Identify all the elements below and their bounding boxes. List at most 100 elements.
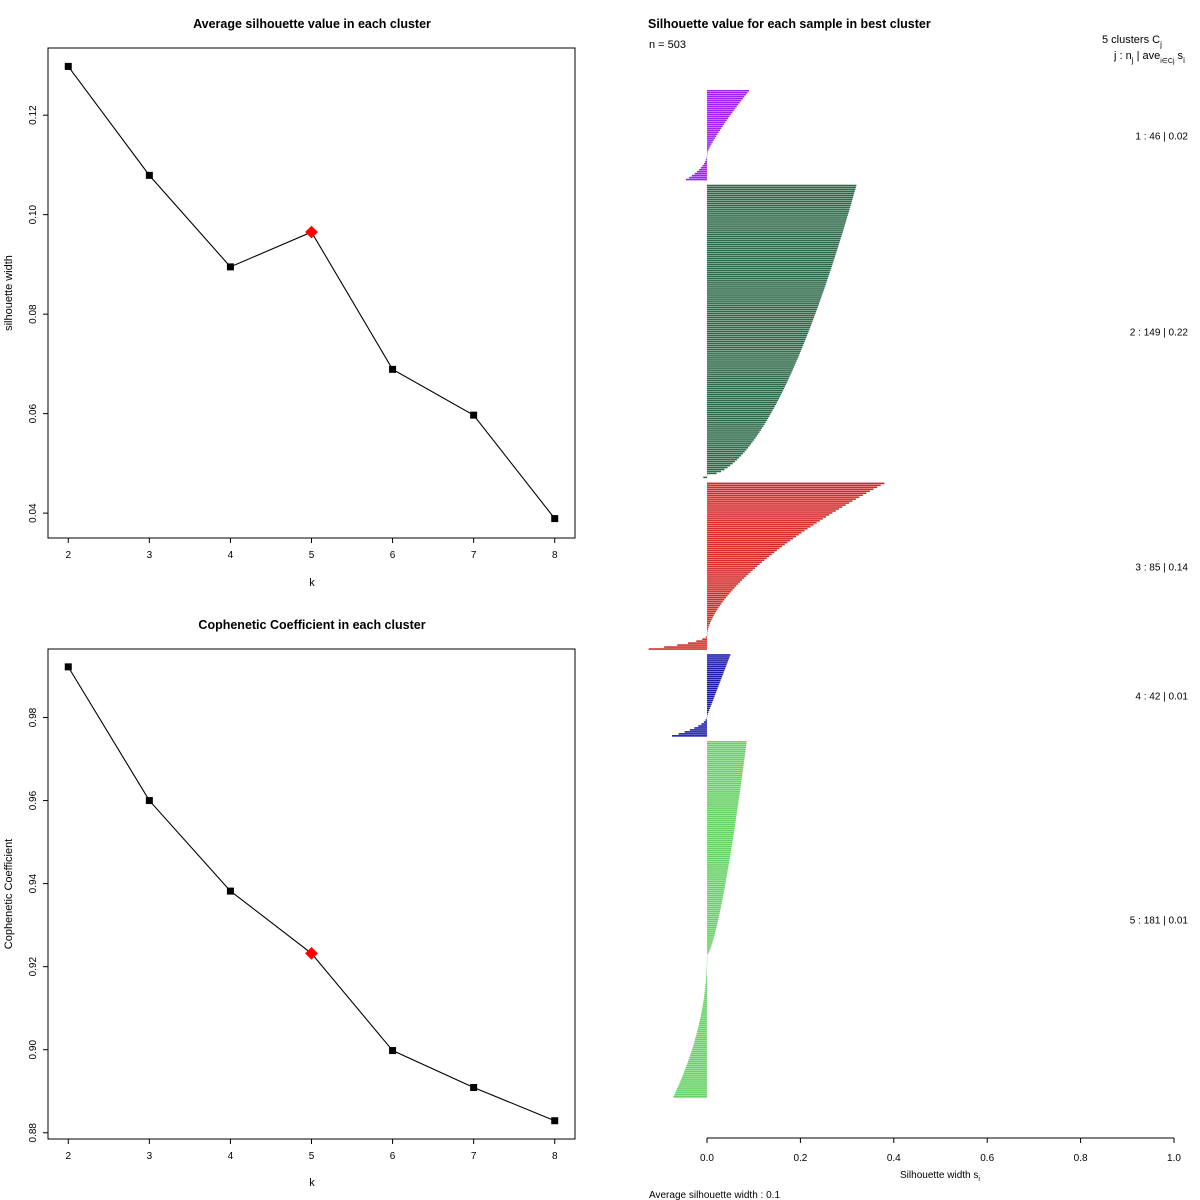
data-point — [551, 1117, 559, 1125]
silhouette-bar — [707, 204, 851, 207]
x-tick-label: 8 — [552, 550, 558, 561]
silhouette-bar — [707, 940, 713, 942]
silhouette-bar — [707, 271, 830, 274]
y-axis-label: silhouette width — [3, 255, 15, 331]
silhouette-bar — [707, 512, 833, 514]
silhouette-bar — [696, 1034, 707, 1037]
silhouette-bar — [703, 721, 707, 723]
silhouette-bar — [707, 660, 729, 662]
silhouette-bar — [678, 733, 707, 735]
silhouette-bar — [707, 259, 834, 262]
silhouette-bar — [707, 784, 741, 787]
x-tick-label: 1.0 — [1167, 1153, 1181, 1164]
silhouette-bar — [707, 575, 747, 577]
y-tick-label: 0.06 — [28, 403, 39, 423]
x-tick-label: 7 — [471, 1151, 477, 1162]
silhouette-bar — [707, 936, 714, 938]
silhouette-bar — [707, 441, 753, 443]
silhouette-bar — [707, 101, 740, 104]
silhouette-bar — [707, 904, 722, 907]
silhouette-bar — [707, 658, 729, 660]
silhouette-bar — [707, 847, 732, 850]
silhouette-bar — [707, 932, 716, 934]
silhouette-bar — [707, 766, 744, 769]
silhouette-bar — [707, 308, 817, 311]
silhouette-bar — [707, 500, 853, 502]
silhouette-bar — [707, 754, 745, 757]
silhouette-bar — [707, 776, 742, 779]
silhouette-bar — [707, 581, 741, 583]
silhouette-bar — [707, 829, 735, 832]
silhouette-bar — [707, 752, 746, 755]
silhouette-bar — [689, 729, 707, 731]
silhouette-bar — [707, 226, 845, 228]
silhouette-bar — [673, 1096, 707, 1098]
silhouette-bar — [707, 533, 799, 536]
x-tick-label: 5 — [309, 550, 315, 561]
silhouette-bar — [707, 306, 818, 309]
x-tick-label: 3 — [147, 1151, 153, 1162]
silhouette-bar — [681, 1078, 707, 1080]
silhouette-bar — [705, 985, 707, 988]
silhouette-bar — [707, 855, 731, 858]
silhouette-bar — [707, 594, 728, 597]
silhouette-bar — [707, 336, 807, 339]
silhouette-bar — [707, 525, 811, 528]
silhouette-bar — [707, 275, 829, 278]
silhouette-bar — [706, 977, 707, 980]
y-tick-label: 0.92 — [28, 957, 39, 977]
silhouette-bar — [707, 387, 784, 390]
silhouette-bar — [707, 569, 753, 571]
sample-count: n = 503 — [649, 39, 686, 51]
silhouette-bar — [707, 190, 855, 193]
silhouette-bar — [698, 725, 707, 727]
silhouette-bar — [707, 944, 712, 946]
silhouette-bar — [707, 545, 783, 548]
silhouette-bar — [707, 567, 755, 569]
x-axis: 2 3 4 5 6 7 8 — [65, 1139, 558, 1162]
silhouette-bar — [707, 419, 768, 421]
silhouette-bar — [707, 293, 823, 295]
silhouette-bar — [707, 756, 745, 759]
silhouette-bar — [707, 772, 743, 775]
silhouette-bar — [707, 788, 741, 790]
silhouette-bar — [707, 760, 745, 763]
silhouette-bar — [707, 896, 723, 899]
silhouette-bar — [707, 411, 772, 414]
silhouette-bar — [707, 151, 708, 153]
silhouette-bar — [707, 711, 709, 713]
silhouette-bar — [707, 908, 721, 911]
silhouette-bar — [698, 1027, 707, 1029]
silhouette-bar — [707, 863, 729, 865]
silhouette-bar — [705, 159, 707, 161]
silhouette-bar — [707, 894, 724, 897]
silhouette-bar — [707, 141, 713, 143]
silhouette-bar — [707, 427, 763, 429]
cluster-label: 5 : 181 | 0.01 — [1130, 916, 1189, 927]
y-tick-label: 0.94 — [28, 873, 39, 893]
series-line — [67, 666, 555, 1122]
x-tick-label: 5 — [309, 1151, 315, 1162]
silhouette-bar — [690, 1052, 707, 1055]
silhouette-bar — [707, 297, 822, 299]
silhouette-bar — [700, 166, 707, 169]
silhouette-bar — [706, 971, 707, 974]
silhouette-bar — [707, 468, 725, 471]
silhouette-bar — [707, 924, 717, 927]
silhouette-bar — [707, 843, 733, 846]
silhouette-bar — [707, 395, 781, 398]
silhouette-bar — [696, 170, 707, 173]
silhouette-bar — [707, 888, 725, 891]
silhouette-bar — [707, 890, 724, 893]
silhouette-bar — [707, 125, 723, 128]
silhouette-bar — [707, 802, 739, 804]
y-tick-label: 0.04 — [28, 503, 39, 523]
silhouette-bar — [707, 210, 850, 212]
silhouette-bar — [707, 814, 737, 816]
silhouette-bar — [707, 316, 814, 319]
x-tick-label: 4 — [228, 1151, 234, 1162]
silhouette-bar — [685, 178, 707, 181]
x-tick-label: 7 — [471, 550, 477, 561]
silhouette-bar — [702, 164, 707, 167]
